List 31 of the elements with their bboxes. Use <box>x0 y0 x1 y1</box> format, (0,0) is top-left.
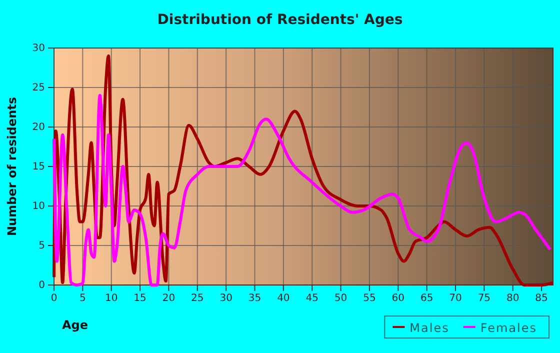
y-tick-label: 20 <box>32 122 45 134</box>
x-tick-label: 35 <box>248 293 262 304</box>
x-tick-label: 65 <box>420 293 434 304</box>
x-tick-label: 55 <box>363 293 376 304</box>
x-tick-label: 50 <box>334 293 348 304</box>
x-tick-label: 40 <box>277 293 290 304</box>
legend-label: Females <box>480 321 537 335</box>
y-tick-label: 30 <box>32 43 45 54</box>
y-tick-label: 15 <box>32 162 45 173</box>
line-series <box>52 94 552 286</box>
y-tick-label: 10 <box>32 201 45 212</box>
y-tick-label: 5 <box>38 240 45 252</box>
x-axis-title: Age <box>62 318 88 332</box>
x-tick-label: 70 <box>449 293 462 304</box>
x-tick-label: 60 <box>392 293 405 304</box>
x-tick-label: 25 <box>191 293 204 304</box>
y-tick-label: 0 <box>38 280 45 292</box>
y-tick-label: 25 <box>32 82 45 94</box>
x-tick-label: 20 <box>162 293 176 304</box>
x-tick-label: 30 <box>220 293 232 304</box>
legend-label: Males <box>410 321 450 335</box>
x-tick-label: 45 <box>306 293 318 304</box>
y-axis-title: Number of residents <box>5 96 19 236</box>
x-tick-label: 0 <box>50 293 58 304</box>
x-tick-label: 75 <box>478 293 491 304</box>
x-tick-label: 80 <box>506 293 520 304</box>
x-tick-label: 10 <box>104 293 118 304</box>
x-tick-label: 15 <box>134 293 146 304</box>
x-tick-label: 5 <box>79 293 86 304</box>
x-tick-label: 85 <box>535 293 548 304</box>
chart-title: Distribution of Residents' Ages <box>157 12 403 28</box>
